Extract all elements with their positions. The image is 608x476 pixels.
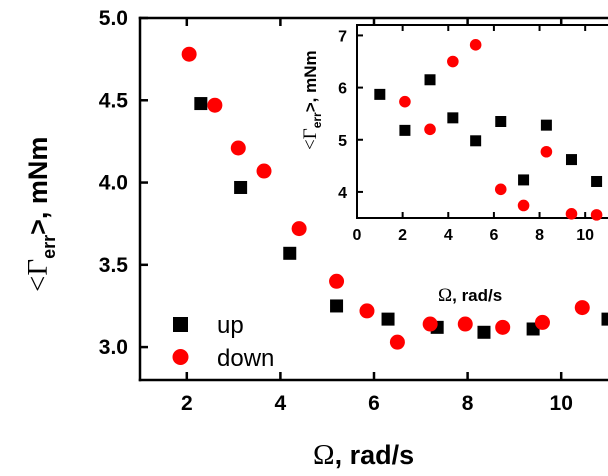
inset-y-tick-label: 4 [338,185,347,202]
inset-point-down [494,183,507,196]
main-point-down [329,273,345,289]
legend-marker-up [173,317,188,332]
main-y-label-suffix: >, mNm [23,137,53,235]
legend-marker-down [172,349,189,365]
inset-y-label-suffix: >, mNm [301,50,320,112]
main-y-tick-label: 3.0 [99,336,128,359]
main-y-tick-label: 3.5 [99,254,129,277]
main-y-tick-label: 4.5 [99,89,129,112]
main-x-label-rest: , rad/s [335,440,415,470]
inset-y-tick-label: 7 [338,28,347,45]
inset-point-up [374,88,386,100]
inset-point-up [424,74,436,86]
inset-point-down [469,39,482,51]
main-x-axis-label: Ω, rad/s [313,439,414,471]
inset-point-down [590,209,603,221]
inset-y-axis-label: <Γerr>, mNm [300,50,324,150]
inset-y-tick-label: 6 [338,81,347,98]
main-x-tick-label: 8 [462,392,474,415]
main-y-tick-label: 4.0 [99,172,128,195]
inset-x-tick-label: 6 [489,227,498,244]
main-point-up [477,325,491,339]
inset-point-up [470,135,482,147]
inset-point-up [518,174,530,186]
main-point-up [330,299,344,313]
main-point-down [207,97,223,113]
inset-point-down [399,95,411,108]
inset-x-axis-label: Ω, rad/s [438,285,502,306]
inset-point-down [447,55,459,68]
inset-x-tick-label: 4 [444,227,453,244]
inset-point-up [399,124,411,136]
inset-data-points [374,39,603,221]
inset-background [357,25,608,218]
main-chart: 2 4 6 8 103.03.54.04.55.0 up down <Γerr>, mN… [22,7,608,471]
inset-y-label-subscript: err [310,112,324,128]
legend-label-up: up [217,312,244,339]
inset-point-up [565,154,577,166]
inset-point-down [565,208,578,220]
main-y-axis-label: <Γerr>, mNm [22,137,59,292]
main-point-up [234,180,248,194]
inset-chart: 0 2 4 6 8 10 4 5 6 7 <Γerr>, mNm Ω, rad/s [300,24,608,306]
inset-x-label-symbol: Ω [438,285,452,306]
main-point-down [291,221,307,237]
inset-x-label-rest: , rad/s [452,286,502,305]
inset-x-tick-label: 8 [535,227,544,244]
inset-y-tick-label: 5 [338,133,347,150]
main-y-label-prefix: <Γ [22,259,54,292]
legend-label-down: down [217,345,274,372]
inset-point-down [424,123,436,136]
main-point-up [194,97,208,111]
inset-plot-frame [356,24,608,219]
inset-point-up [495,116,507,127]
inset-point-up [540,119,552,131]
inset-point-up [447,112,459,124]
main-point-down [230,140,246,156]
main-point-down [359,303,375,319]
main-legend: up down [172,312,274,372]
main-point-down [574,300,590,316]
main-y-label-subscript: err [39,235,59,259]
main-point-down [389,334,405,350]
main-point-down [422,316,438,332]
main-x-tick-label: 2 [181,392,193,415]
main-y-tick-label: 5.0 [99,7,128,30]
inset-y-label-prefix: <Γ [300,128,321,150]
main-axis-ticks: 2 4 6 8 10 3.0 3.5 4.0 4.5 5.0 [99,7,573,415]
main-point-up [601,312,608,326]
main-point-down [457,316,473,332]
main-x-tick-label: 10 [550,392,573,415]
main-x-tick-label: 4 [275,392,287,415]
main-point-up [283,246,297,260]
main-point-down [495,319,511,335]
main-point-down [534,314,550,330]
inset-point-down [517,199,530,212]
main-x-tick-label: 6 [368,392,380,415]
main-x-label-symbol: Ω [313,439,335,471]
inset-x-tick-label: 2 [398,227,407,244]
inset-point-up [591,175,603,187]
main-point-up [381,312,395,326]
main-point-down [256,163,272,179]
inset-x-tick-label: 10 [576,227,594,244]
inset-point-down [540,145,553,158]
main-point-down [181,46,197,62]
main-data-points [181,46,608,350]
inset-x-tick-label: 0 [353,227,362,244]
inset-axis-ticks: 0 2 4 6 8 10 4 5 6 7 [338,25,594,244]
